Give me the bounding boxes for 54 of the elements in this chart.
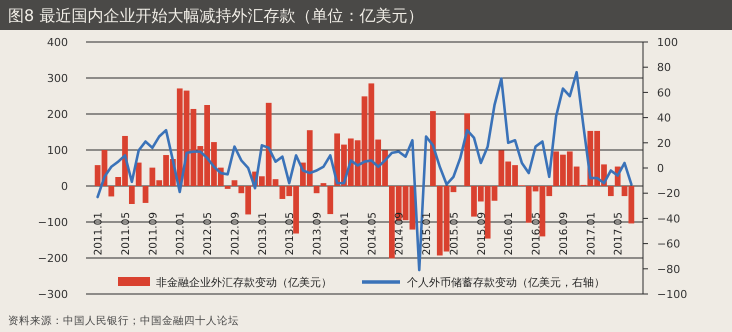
bar (314, 186, 320, 194)
x-tick-label: 2014.05 (366, 212, 378, 256)
x-tick-label: 2012.01 (174, 212, 187, 256)
y-tick-label: 100 (47, 144, 68, 157)
x-tick-label: 2015.01 (421, 212, 434, 256)
y-tick-label: −300 (38, 288, 68, 301)
y2-tick-label: −20 (657, 187, 680, 200)
y-tick-label: 200 (47, 108, 68, 121)
x-tick-label: 2016.05 (530, 212, 543, 256)
x-tick-label: 2011.01 (92, 212, 105, 256)
x-tick-label: 2012.09 (229, 212, 242, 256)
y2-tick-label: 100 (657, 36, 678, 49)
legend-label: 个人外币储蓄存款变动（亿美元，右轴） (407, 276, 605, 289)
chart-title: 图8 最近国内企业开始大幅减持外汇存款（单位：亿美元） (8, 6, 424, 25)
bar (108, 186, 114, 196)
y2-tick-label: −40 (657, 212, 680, 226)
x-tick-label: 2015.09 (476, 212, 488, 256)
bar (608, 186, 614, 196)
bar (232, 180, 238, 186)
bar (327, 186, 334, 214)
y-tick-label: 0 (61, 180, 68, 193)
y2-tick-label: 40 (657, 112, 671, 125)
x-tick-label: 2011.09 (147, 212, 160, 256)
bar (142, 186, 148, 203)
x-tick-label: 2014.09 (394, 212, 406, 256)
y2-tick-label: −60 (657, 238, 680, 251)
x-tick-label: 2011.05 (120, 212, 132, 256)
y-tick-label: 400 (47, 36, 68, 49)
x-tick-label: 2015.05 (448, 212, 460, 256)
x-tick-label: 2017.01 (585, 212, 598, 256)
y2-tick-label: 20 (657, 136, 671, 150)
y2-tick-label: −80 (657, 262, 680, 276)
y2-tick-label: −100 (657, 288, 688, 301)
y2-tick-label: 0 (657, 162, 664, 175)
bar (128, 186, 135, 204)
x-tick-label: 2013.09 (312, 212, 324, 256)
x-tick-label: 2016.01 (503, 212, 516, 256)
y-tick-label: −200 (38, 252, 68, 265)
y-tick-label: −100 (38, 216, 68, 229)
bar (224, 186, 231, 189)
bar (430, 111, 436, 186)
x-tick-label: 2012.05 (202, 212, 214, 256)
y2-tick-label: 80 (657, 61, 671, 74)
bar (136, 162, 142, 186)
y-tick-label: 300 (47, 72, 68, 85)
x-tick-label: 2017.05 (612, 212, 625, 256)
text: 资料来源：中国人民银行；中国金融四十人论坛 (8, 314, 239, 327)
bar (320, 183, 326, 186)
x-tick-label: 2013.05 (284, 212, 296, 256)
x-tick-label: 2014.01 (338, 212, 351, 256)
x-tick-label: 2013.01 (256, 212, 269, 256)
x-tick-label: 2016.09 (558, 212, 570, 256)
legend-label: 非金融企业外汇存款变动（亿美元） (156, 276, 332, 289)
y2-tick-label: 60 (657, 86, 671, 100)
